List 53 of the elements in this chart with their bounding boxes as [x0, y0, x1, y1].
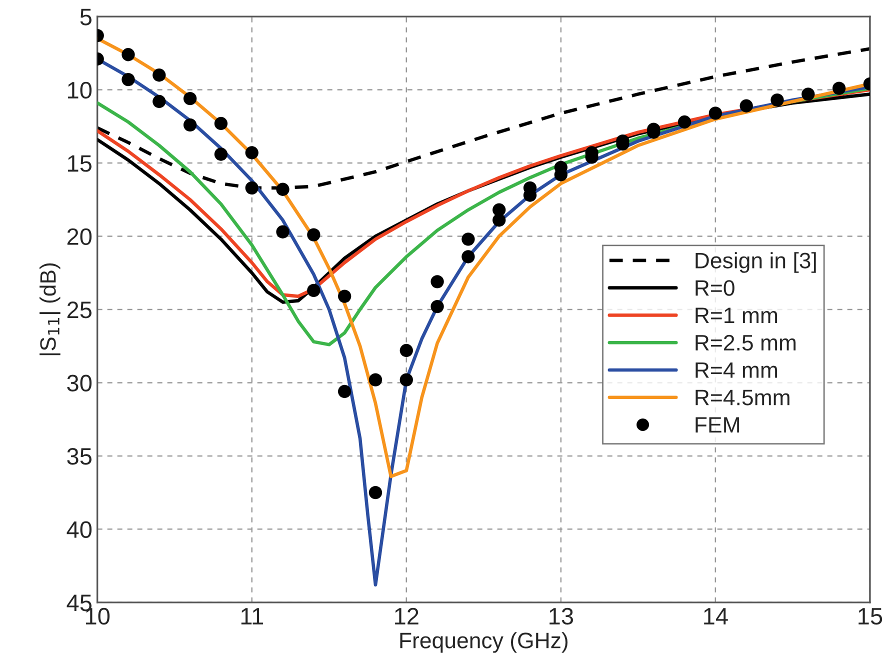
y-tick-label: 10 — [68, 82, 92, 99]
point — [430, 275, 444, 288]
y-tick-label: 25 — [67, 302, 92, 318]
x-axis-title: Frequency (GHz) — [400, 632, 568, 653]
y-tick-label: 40 — [66, 521, 92, 538]
legend-label: R=4 mm — [696, 362, 778, 378]
point — [276, 225, 290, 238]
y-tick-label: 30 — [67, 374, 92, 392]
point — [430, 300, 444, 314]
legend-label: R=2.5 mm — [696, 334, 796, 351]
x-tick-label: 14 — [704, 608, 728, 624]
point — [708, 106, 722, 120]
point — [214, 116, 228, 130]
point — [462, 250, 475, 264]
point — [152, 94, 166, 108]
legend-label: Design in [3] — [696, 252, 816, 273]
point — [802, 88, 815, 101]
point — [740, 99, 753, 112]
point — [338, 384, 352, 398]
x-tick-label: 13 — [550, 608, 574, 625]
point — [276, 182, 290, 196]
point — [832, 82, 846, 95]
point — [678, 115, 692, 129]
point — [770, 93, 784, 107]
point — [368, 486, 382, 500]
point — [307, 228, 320, 242]
x-tick-label: 15 — [858, 608, 882, 625]
point — [245, 181, 258, 195]
point — [338, 290, 352, 303]
point — [368, 373, 382, 386]
point — [122, 48, 135, 62]
x-tick-label: 12 — [395, 608, 418, 624]
x-tick-label: 11 — [241, 608, 263, 624]
legend-label: FEM — [696, 417, 739, 433]
point — [183, 92, 197, 106]
y-axis-title: |S$_{11}$| (dB) — [40, 263, 60, 356]
point — [152, 68, 166, 82]
point — [183, 118, 197, 132]
point — [462, 232, 475, 246]
y-tick-label: 5 — [80, 8, 92, 26]
point — [307, 284, 320, 298]
legend-label: R=4.5mm — [696, 390, 790, 406]
point — [214, 148, 228, 161]
legend-label: R=0 — [696, 280, 734, 296]
point — [245, 146, 258, 160]
legend-label: R=1 mm — [696, 308, 778, 323]
point — [122, 72, 135, 86]
point — [400, 373, 413, 386]
y-tick-label: 35 — [67, 448, 92, 465]
y-tick-label: 20 — [67, 228, 92, 246]
point — [492, 214, 506, 227]
y-tick-label: 15 — [68, 155, 92, 172]
point — [400, 344, 413, 358]
